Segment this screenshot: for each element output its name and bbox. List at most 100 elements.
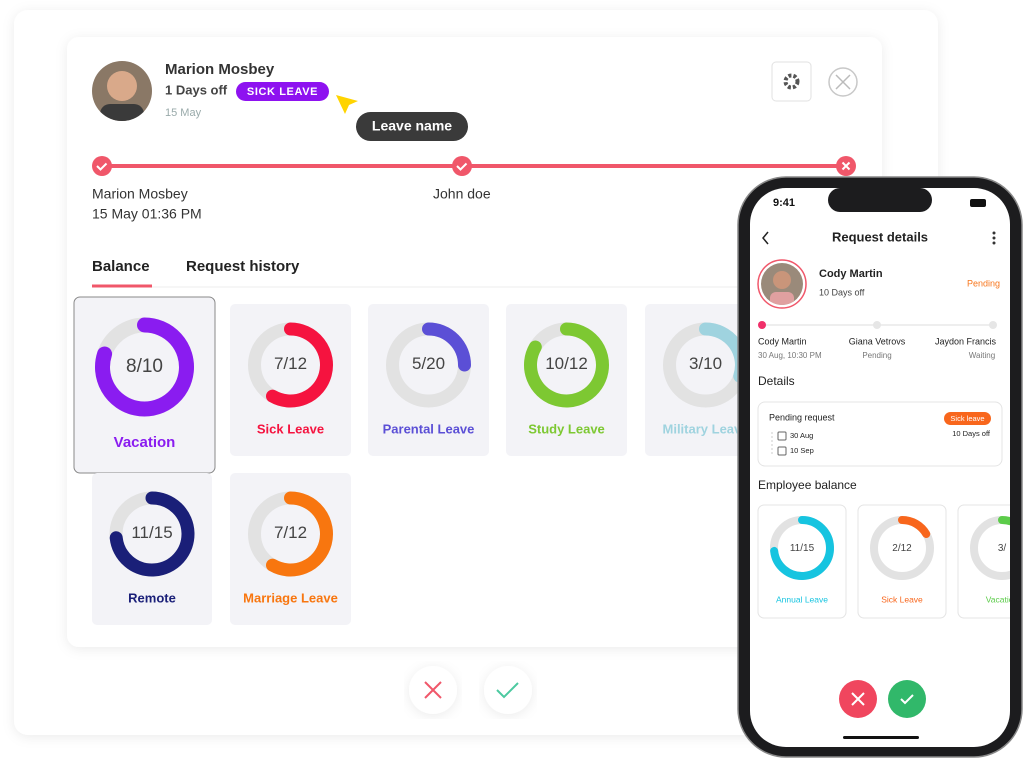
approver-name: Giana Vetrovs (849, 336, 906, 346)
separator: / (137, 356, 143, 377)
balance-label: Annual Leave (776, 594, 828, 604)
balance-ratio: 5/20 (412, 354, 445, 373)
step-done (452, 156, 472, 176)
donut-arc (109, 491, 195, 577)
separator: / (698, 354, 703, 373)
battery (970, 199, 986, 207)
used: 11 (790, 543, 801, 554)
menu-button[interactable] (992, 231, 996, 245)
balance-label: Marriage Leave (243, 590, 338, 605)
approve-button[interactable] (888, 680, 926, 718)
settings-button[interactable] (771, 61, 812, 102)
balance-card[interactable]: 11/15 Remote (92, 473, 212, 625)
step-time: 15 May 01:36 PM (92, 206, 202, 222)
employee-name: Cody Martin (819, 268, 883, 280)
balance-card: 3/Vacation (957, 504, 1010, 619)
notch (828, 188, 932, 212)
phone-content: 9:41 Request details Cody Martin 10 Days… (757, 188, 1010, 739)
used: 7 (274, 354, 283, 373)
approver-status: 30 Aug, 10:30 PM (758, 351, 822, 360)
leave-badge (236, 82, 329, 101)
employee-name: Marion Mosbey (165, 61, 275, 78)
total: 10 (703, 354, 722, 373)
balance-card[interactable]: 7/12 Marriage Leave (230, 473, 351, 625)
back-button[interactable] (762, 231, 769, 245)
step-done (92, 156, 112, 176)
separator: / (149, 523, 154, 542)
close-icon (835, 74, 851, 90)
balance-label: Remote (128, 590, 176, 605)
balance-ratio: 7/12 (274, 354, 307, 373)
tab-active[interactable]: Balance (92, 258, 150, 275)
approver-name: Jaydon Francis (935, 336, 997, 346)
balance-ratio: 2/12 (892, 543, 912, 554)
tooltip (356, 112, 468, 141)
balance-card: 2/12 Sick Leave (857, 504, 947, 619)
balance-card[interactable]: 5/20 Parental Leave (368, 304, 489, 456)
balance-label: Parental Leave (383, 421, 475, 436)
approve-button[interactable] (484, 666, 532, 714)
step-done (758, 321, 766, 329)
used: 3 (689, 354, 698, 373)
tab[interactable]: Request history (186, 258, 300, 275)
balance-card: 11/15 Annual Leave (757, 504, 847, 619)
separator: / (1003, 543, 1006, 554)
balance-ratio: 7/12 (274, 523, 307, 542)
balance-card[interactable]: 10/12 Study Leave (506, 304, 627, 456)
step-rejected (836, 156, 856, 176)
balance-ratio: 3/10 (689, 354, 722, 373)
balance-ratio: 3/ (998, 543, 1007, 554)
gear-icon (783, 73, 800, 90)
leave-badge (944, 412, 991, 425)
total: 12 (288, 523, 307, 542)
step-name: Marion Mosbey (92, 186, 188, 202)
start-date: 30 Aug (790, 431, 813, 440)
section-title: Employee balance (758, 478, 857, 492)
used: 5 (412, 354, 421, 373)
total: 15 (803, 543, 815, 554)
donut-arc (898, 516, 931, 538)
leave-badge-text: Sick leave (950, 414, 984, 423)
balance-label: Vacation (114, 434, 176, 451)
leave-badge-text: SICK LEAVE (247, 86, 318, 98)
donut-arc (524, 322, 609, 408)
request-date: 15 May (165, 107, 202, 119)
donut-arc (266, 322, 333, 408)
calendar-icon (777, 431, 787, 441)
separator: / (800, 543, 803, 554)
separator: / (283, 354, 288, 373)
total: 12 (569, 354, 588, 373)
used: 8 (126, 356, 137, 377)
status-time: 9:41 (773, 197, 795, 209)
used: 11 (131, 523, 149, 542)
section-title: Details (758, 374, 795, 388)
separator: / (898, 543, 901, 554)
used: 10 (545, 354, 564, 373)
avatar (92, 61, 152, 121)
total: 20 (426, 354, 445, 373)
status: Pending (967, 278, 1000, 288)
total: 12 (288, 354, 307, 373)
balance-card[interactable]: 7/12 Sick Leave (230, 304, 351, 456)
balance-label: Study Leave (528, 421, 605, 436)
avatar (761, 263, 803, 305)
used: 3 (998, 543, 1004, 554)
end-date: 10 Sep (790, 446, 814, 455)
total: 10 (142, 356, 163, 377)
step-name: John doe (433, 186, 491, 202)
step-pending (873, 321, 881, 329)
total: 12 (901, 543, 913, 554)
donut-arc (770, 516, 834, 580)
days-off: 10 Days off (819, 287, 865, 297)
balance-label: Sick Leave (881, 594, 923, 604)
request-card (757, 401, 1003, 467)
request-title: Pending request (769, 412, 835, 422)
reject-button[interactable] (409, 666, 457, 714)
separator: / (564, 354, 569, 373)
balance-card[interactable]: 8/10 Vacation (73, 296, 216, 474)
balance-ratio: 8/10 (126, 356, 163, 377)
reject-button[interactable] (839, 680, 877, 718)
cursor (336, 95, 358, 114)
